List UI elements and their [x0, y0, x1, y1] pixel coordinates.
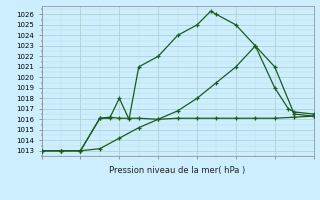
X-axis label: Pression niveau de la mer( hPa ): Pression niveau de la mer( hPa ) [109, 166, 246, 175]
